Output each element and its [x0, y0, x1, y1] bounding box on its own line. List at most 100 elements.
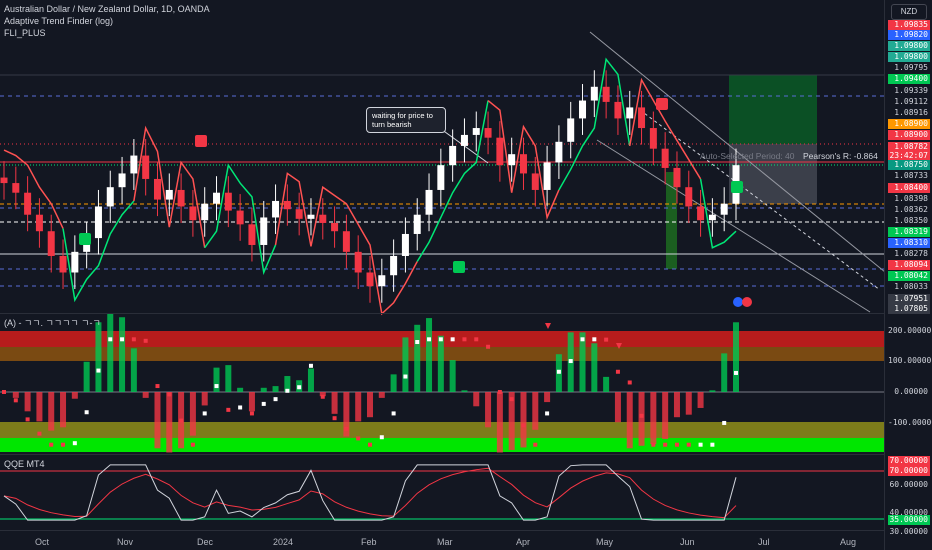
osc-dot: [391, 411, 396, 416]
osc-histogram-bar: [449, 360, 456, 392]
osc-line-layer: [2, 337, 738, 447]
osc-histogram-bar: [485, 392, 492, 428]
supertrend-line: [416, 100, 489, 262]
position-loss-zone: [729, 144, 817, 204]
osc-dot: [450, 337, 455, 342]
candle: [319, 214, 327, 223]
candle: [248, 224, 256, 245]
candle: [130, 155, 138, 174]
candle: [460, 134, 468, 146]
qqe-axis-label: 40.00000: [888, 508, 930, 518]
supertrend-line: [204, 163, 277, 276]
price-label: 23:42:07: [888, 151, 930, 161]
osc-dot: [84, 410, 89, 415]
price-label: 1.08310: [888, 238, 930, 248]
candle: [331, 222, 339, 232]
osc-dot: [96, 368, 101, 373]
volume-profile-bar: [666, 172, 677, 269]
osc-dot: [179, 418, 184, 423]
osc-dot: [72, 441, 77, 446]
candle: [295, 209, 303, 219]
osc-dot: [143, 338, 148, 343]
candle: [390, 255, 398, 276]
osc-dot: [108, 337, 113, 342]
supertrend-line: [699, 178, 737, 249]
candle: [626, 107, 634, 119]
price-label: 1.08033: [888, 282, 930, 292]
qqe-axis-label: 35.00000: [888, 515, 930, 525]
candle: [283, 200, 291, 210]
osc-dot: [627, 380, 632, 385]
osc-dot: [49, 442, 54, 447]
osc-histogram-bar: [709, 390, 716, 392]
osc-histogram-bar: [71, 392, 78, 399]
pane-separator[interactable]: [0, 313, 885, 314]
indicator-fli-plus[interactable]: FLI_PLUS: [4, 28, 46, 38]
oscillator-title[interactable]: (A) - ㄱㄱ. ㄱㄱㄱㄱ ㄱ-ㄱ: [4, 318, 101, 328]
qqe-axis-label: 60.00000: [888, 480, 930, 490]
qqe-slow-line: [3, 467, 737, 519]
indicator-adaptive-trend[interactable]: Adaptive Trend Finder (log): [4, 16, 114, 26]
price-label: 1.09339: [888, 86, 930, 96]
qqe-axis-label: 70.00000: [888, 456, 930, 466]
price-label: 1.09112: [888, 97, 930, 107]
price-chart[interactable]: [0, 0, 885, 550]
candle: [649, 128, 657, 149]
candle: [224, 192, 232, 211]
qqe-title[interactable]: QQE MT4: [4, 459, 45, 469]
horizontal-levels: [0, 74, 885, 287]
candle: [708, 214, 716, 221]
sell-arrow-icon: [545, 323, 551, 329]
osc-dot: [368, 442, 372, 447]
candle: [24, 192, 32, 215]
osc-histogram-bar: [60, 392, 67, 428]
price-label: 1.08350: [888, 216, 930, 226]
osc-dot: [155, 384, 160, 389]
osc-histogram-bar: [520, 392, 527, 448]
supertrend-line: [3, 149, 64, 229]
osc-histogram-bar: [12, 392, 19, 398]
candle: [213, 192, 221, 204]
osc-dot: [344, 426, 349, 431]
osc-axis-label: 200.00000: [888, 326, 932, 335]
candle: [59, 255, 67, 273]
candle: [307, 214, 315, 219]
candle: [508, 154, 516, 166]
osc-dot: [332, 416, 337, 421]
osc-dot: [639, 413, 644, 418]
price-label: 1.09795: [888, 63, 930, 73]
candle: [272, 200, 280, 218]
candle: [165, 189, 173, 200]
osc-histogram-bar: [284, 376, 291, 392]
osc-histogram-bar: [237, 387, 244, 392]
osc-histogram-bar: [272, 386, 279, 392]
qqe-layer: [3, 464, 737, 521]
candle: [685, 187, 693, 207]
annotation-callout[interactable]: waiting for price to turn bearish: [366, 107, 446, 133]
osc-dot: [427, 337, 432, 342]
osc-histogram-bar: [166, 392, 173, 453]
osc-dot: [474, 337, 479, 342]
osc-dot: [202, 411, 207, 416]
price-label: 1.08398: [888, 194, 930, 204]
qqe-axis-label: 70.00000: [888, 466, 930, 476]
candle: [472, 128, 480, 135]
time-label: Nov: [117, 537, 134, 547]
pane-separator[interactable]: [0, 454, 885, 455]
currency-button[interactable]: NZD: [891, 4, 927, 20]
osc-histogram-bar: [461, 390, 468, 392]
candle: [496, 137, 504, 166]
osc-histogram-bar: [426, 318, 433, 392]
osc-histogram-bar: [733, 322, 739, 392]
osc-dot: [25, 417, 30, 422]
time-label: Dec: [197, 537, 214, 547]
time-axis-separator: [0, 530, 885, 531]
osc-histogram-bar: [662, 392, 669, 440]
osc-dot: [37, 431, 42, 436]
osc-dot: [674, 442, 679, 447]
candle: [201, 203, 209, 221]
osc-dot: [379, 435, 384, 440]
sell-arrow-icon: [616, 343, 622, 349]
price-axis[interactable]: NZD 1.09835 1.09820 1.09800 1.09800 1.09795 1…: [884, 0, 932, 550]
price-label: 1.08782: [888, 142, 930, 152]
